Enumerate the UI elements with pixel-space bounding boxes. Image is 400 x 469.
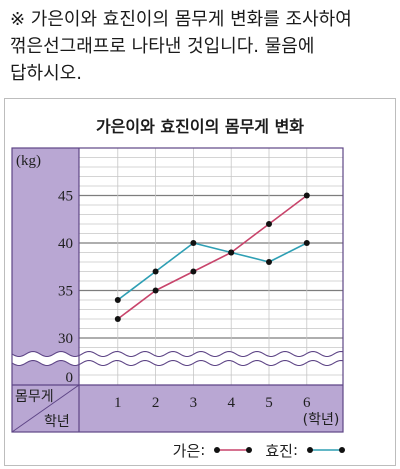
data-point xyxy=(303,240,310,246)
x-tick-label: 1 xyxy=(114,395,122,411)
y-axis-label-column xyxy=(12,148,79,385)
y-axis-unit-label: (kg) xyxy=(16,153,41,169)
legend-swatch-dot xyxy=(307,447,313,453)
series-line xyxy=(117,194,308,320)
y-tick-label: 40 xyxy=(58,236,73,252)
axis-break-wave-top xyxy=(11,350,344,358)
legend-swatch-dot xyxy=(246,447,253,453)
x-axis-unit-label: (학년) xyxy=(303,412,340,428)
series-2 xyxy=(114,240,310,303)
x-tick-label: 4 xyxy=(227,395,235,411)
legend-swatch-series-2 xyxy=(307,447,345,453)
data-point xyxy=(190,268,197,275)
chart-frame xyxy=(11,147,344,433)
series-line xyxy=(117,242,308,301)
corner-diagonal xyxy=(11,384,80,433)
grid xyxy=(79,148,343,385)
axis-break-wave-bottom xyxy=(11,359,344,367)
plot-area xyxy=(79,148,343,385)
data-point xyxy=(152,287,159,294)
x-tick-label: 3 xyxy=(190,395,198,411)
data-point xyxy=(114,297,121,303)
series-group xyxy=(114,192,310,322)
y-tick-labels: 0 30 35 40 45 xyxy=(58,189,73,387)
data-point xyxy=(266,221,272,227)
question-line-1: ※ 가은이와 효진이의 몸무게 변화를 조사하여 xyxy=(10,9,352,30)
data-point xyxy=(266,259,272,265)
data-point xyxy=(152,268,159,275)
legend-label-series-2: 효진 xyxy=(265,441,293,460)
x-tick-label: 2 xyxy=(152,395,160,411)
legend: 가은 : 효진 : xyxy=(173,439,346,461)
question-line-3: 답하시오. xyxy=(10,63,82,84)
corner-label-grade: 학년 xyxy=(44,414,70,430)
legend-swatch-dot xyxy=(339,447,345,453)
x-tick-label: 5 xyxy=(265,395,273,411)
axis-break xyxy=(11,350,344,367)
data-point xyxy=(228,249,235,256)
legend-swatch-series-1 xyxy=(214,447,253,453)
y-tick-label: 0 xyxy=(66,370,74,386)
data-point xyxy=(114,316,121,322)
legend-label-series-1: 가은 xyxy=(172,441,201,460)
data-point xyxy=(303,192,310,199)
question-line-2: 꺾은선그래프로 나타낸 것입니다. 물음에 xyxy=(10,36,315,57)
legend-separator: : xyxy=(292,441,298,459)
y-tick-label: 35 xyxy=(58,284,73,300)
y-tick-label: 45 xyxy=(58,189,73,205)
data-point xyxy=(190,240,197,246)
x-tick-label: 6 xyxy=(303,395,311,411)
legend-swatch-dot xyxy=(214,447,221,453)
chart-title: 가은이와 효진이의 몸무게 변화 xyxy=(95,117,305,136)
legend-separator: : xyxy=(200,441,206,459)
y-tick-label: 30 xyxy=(58,331,73,347)
x-tick-labels: 1 2 3 4 5 6 xyxy=(114,395,311,411)
corner-label-weight: 몸무게 xyxy=(15,389,54,405)
